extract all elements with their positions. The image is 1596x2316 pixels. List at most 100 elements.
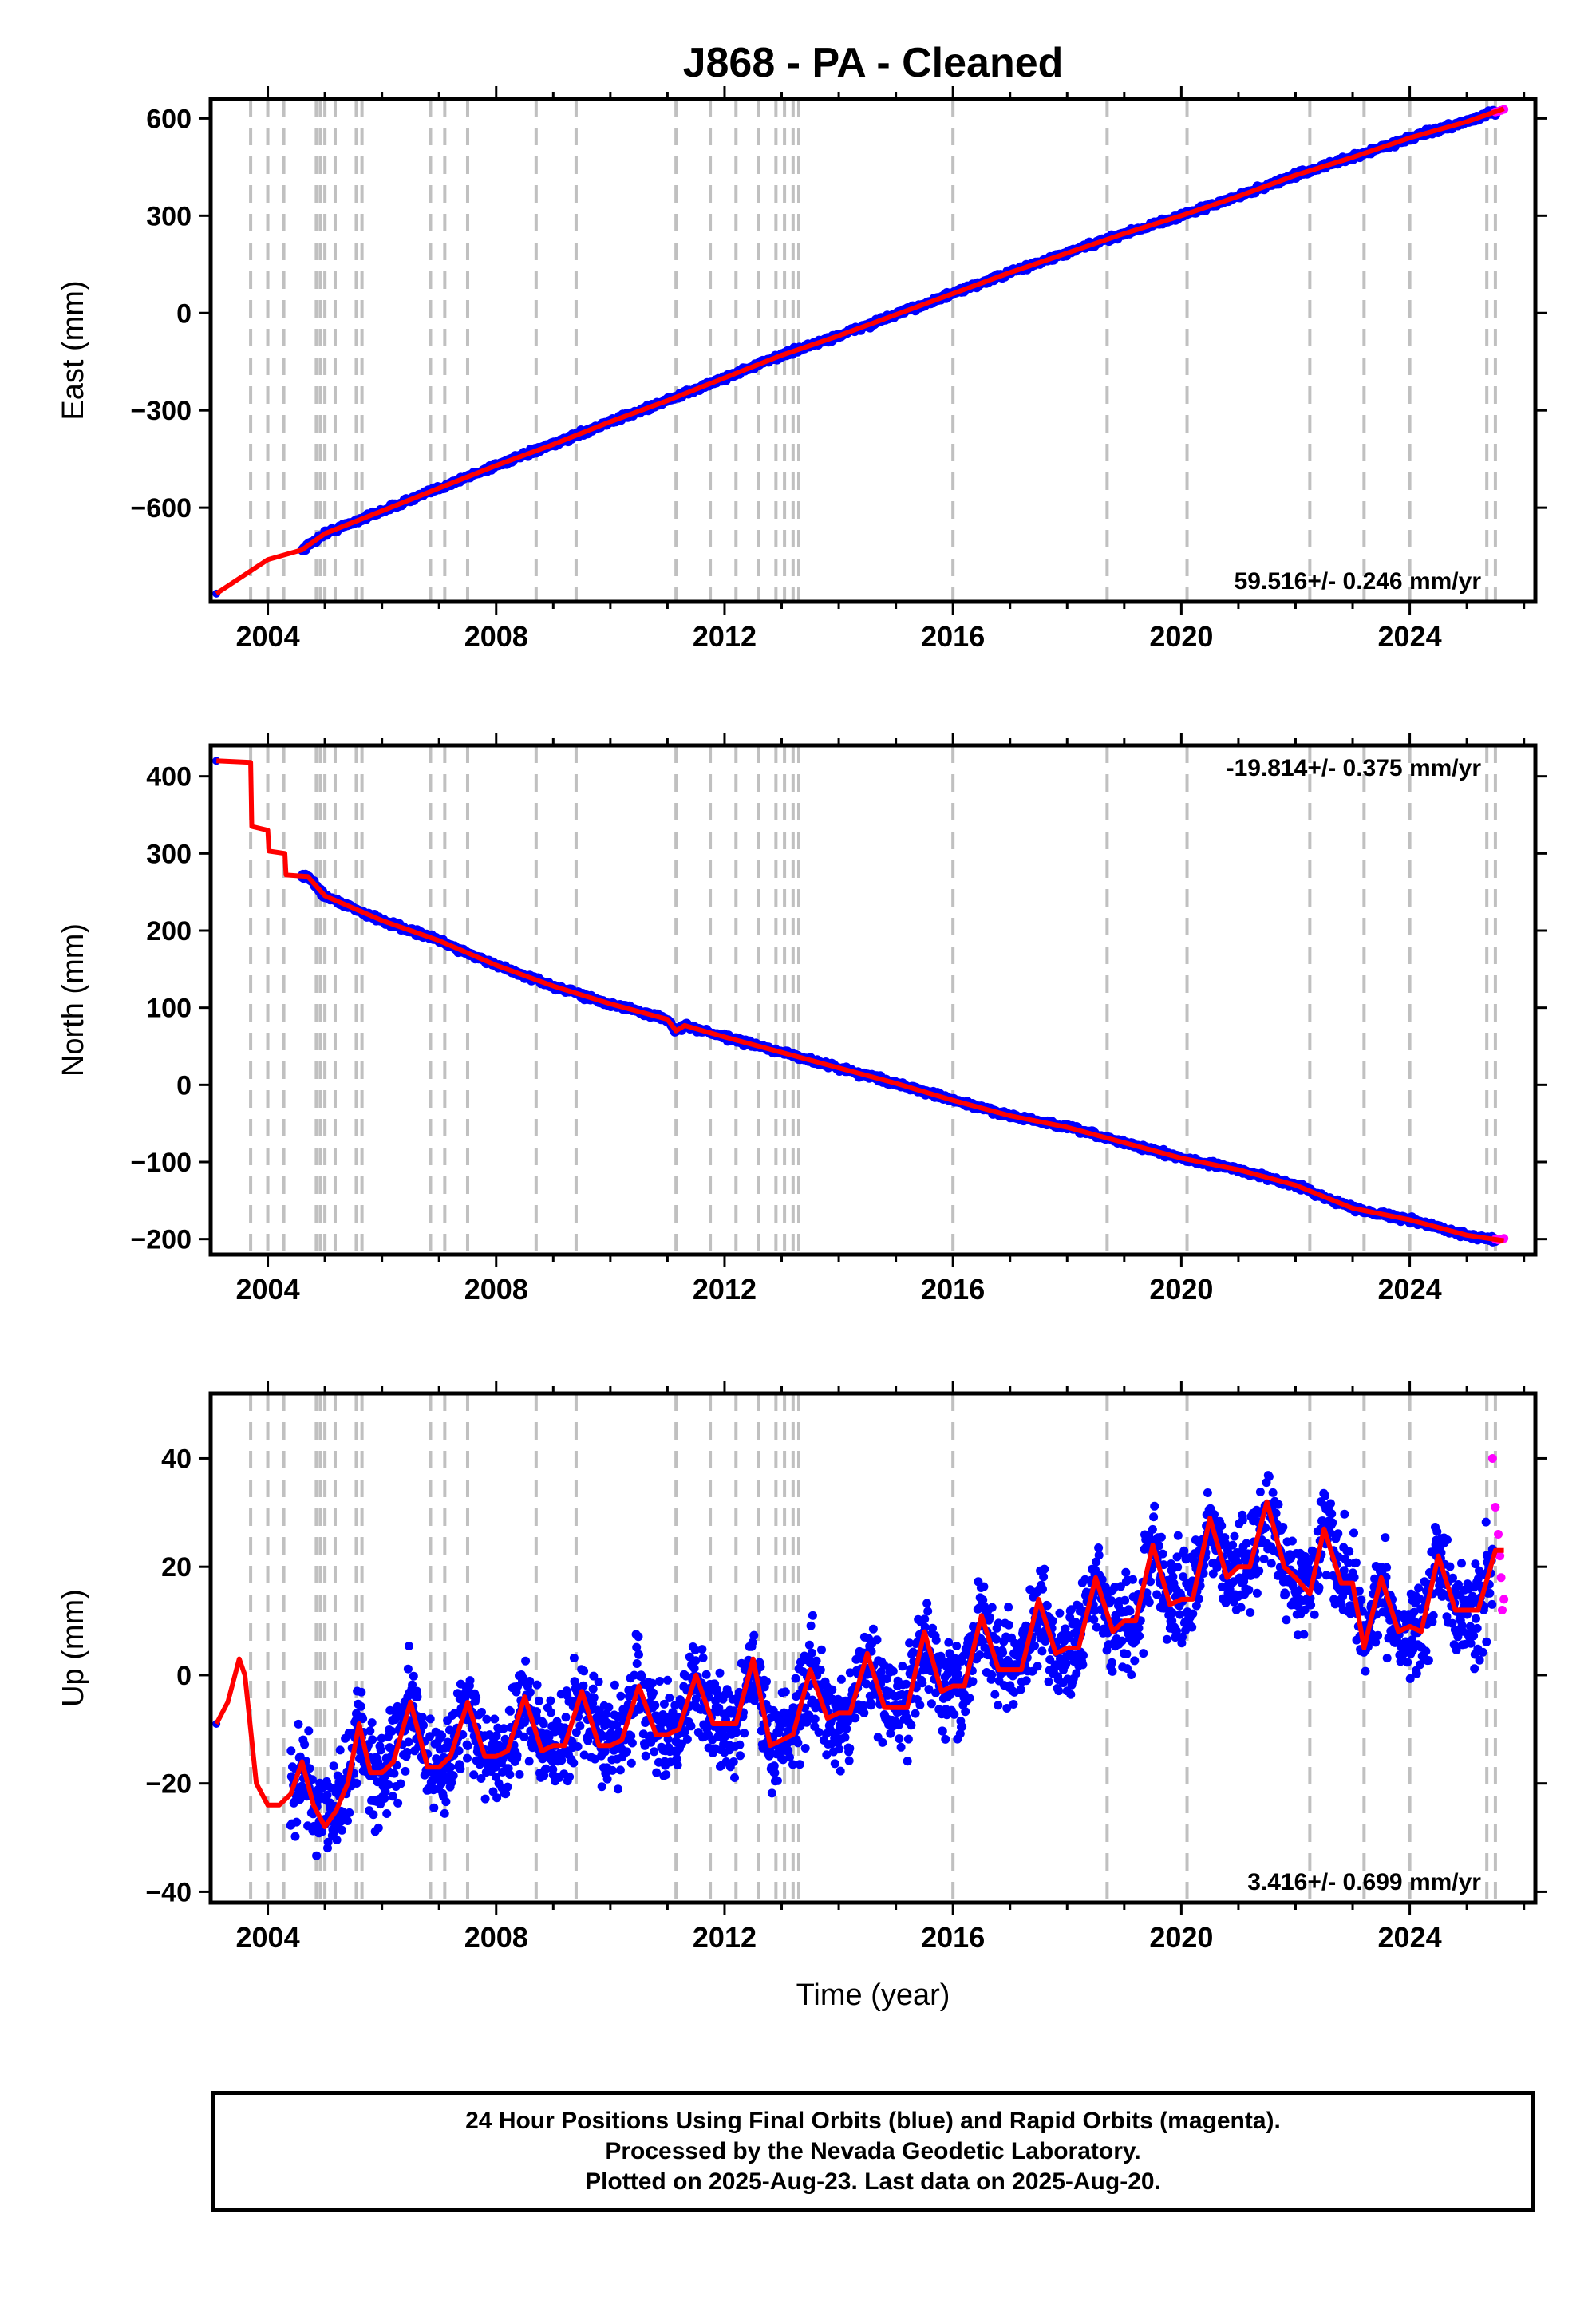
data-point — [465, 1676, 475, 1686]
data-point — [903, 1734, 913, 1744]
data-point — [698, 1653, 708, 1662]
data-point — [918, 1678, 927, 1688]
data-point — [304, 1726, 314, 1736]
data-point — [405, 1642, 413, 1650]
data-point — [382, 1809, 392, 1818]
data-point — [867, 1701, 875, 1710]
data-point — [915, 1701, 925, 1709]
data-point — [1150, 1501, 1159, 1511]
panel-frame — [208, 743, 1538, 1257]
data-point — [1094, 1543, 1104, 1552]
data-point — [561, 1713, 571, 1722]
plot-area — [212, 1393, 1509, 1903]
data-point — [958, 1722, 967, 1732]
data-point — [403, 1664, 413, 1674]
data-point — [994, 1618, 1003, 1628]
data-point — [429, 1803, 439, 1812]
data-point — [961, 1707, 970, 1717]
data-point — [998, 1648, 1008, 1658]
data-point — [928, 1623, 937, 1633]
data-point — [541, 1764, 551, 1773]
plot-area — [212, 99, 1509, 602]
data-point — [1065, 1613, 1075, 1622]
data-point — [477, 1708, 486, 1717]
data-point — [955, 1729, 965, 1738]
y-tick-label: 0 — [176, 1070, 192, 1101]
data-point — [979, 1582, 989, 1591]
data-point — [690, 1646, 700, 1655]
data-point — [944, 1638, 954, 1647]
data-point — [859, 1701, 868, 1710]
figure-title: J868 - PA - Cleaned — [683, 40, 1064, 86]
data-point — [968, 1677, 978, 1686]
data-point — [788, 1760, 797, 1769]
data-point — [681, 1727, 689, 1737]
data-point — [521, 1656, 531, 1666]
data-point — [1134, 1623, 1144, 1633]
y-tick-label: 100 — [146, 994, 192, 1024]
data-point — [652, 1768, 662, 1777]
data-point — [1120, 1595, 1130, 1605]
data-point — [1039, 1572, 1049, 1582]
x-tick-label: 2024 — [1378, 620, 1442, 653]
data-point — [655, 1677, 665, 1686]
data-point — [294, 1719, 303, 1729]
data-point — [532, 1707, 541, 1717]
data-point — [647, 1678, 657, 1688]
data-point — [413, 1692, 422, 1701]
data-point — [482, 1714, 492, 1724]
data-point — [472, 1693, 481, 1702]
data-point — [872, 1635, 882, 1645]
data-point — [1179, 1546, 1189, 1555]
y-axis-label: East (mm) — [57, 280, 90, 420]
data-point — [505, 1706, 515, 1716]
data-point — [505, 1770, 515, 1779]
data-point — [300, 1740, 310, 1749]
data-point — [896, 1742, 906, 1752]
data-point — [569, 1654, 579, 1662]
data-point — [650, 1747, 659, 1757]
data-point — [454, 1746, 464, 1756]
data-point — [830, 1759, 839, 1769]
y-tick-label: 300 — [146, 839, 192, 869]
data-point — [401, 1766, 410, 1776]
data-point — [1030, 1641, 1040, 1650]
data-point — [898, 1662, 907, 1671]
x-tick-label: 2020 — [1149, 620, 1213, 653]
data-point — [806, 1621, 816, 1630]
data-point — [817, 1645, 826, 1654]
data-point — [1092, 1557, 1101, 1567]
data-point — [990, 1690, 1000, 1699]
data-point — [396, 1779, 405, 1788]
data-point — [1064, 1634, 1073, 1642]
data-point — [1123, 1664, 1132, 1674]
data-point — [609, 1745, 618, 1755]
data-point — [368, 1735, 377, 1745]
data-point — [682, 1734, 692, 1744]
data-point — [931, 1635, 941, 1645]
x-tick-label: 2024 — [1378, 1273, 1442, 1306]
data-point — [579, 1681, 588, 1690]
data-point — [1079, 1650, 1088, 1660]
data-point — [602, 1709, 611, 1719]
data-point — [1127, 1670, 1136, 1679]
data-point — [1108, 1666, 1117, 1676]
data-point — [571, 1728, 581, 1737]
data-point — [691, 1656, 701, 1666]
data-point — [836, 1674, 846, 1684]
y-tick-label: 200 — [146, 916, 192, 947]
data-point — [329, 1761, 338, 1771]
data-point — [492, 1731, 501, 1741]
data-point — [380, 1794, 389, 1803]
data-point — [456, 1765, 465, 1773]
data-point — [756, 1662, 765, 1672]
data-point — [952, 1663, 962, 1672]
data-point — [404, 1737, 413, 1747]
data-point — [524, 1757, 534, 1766]
data-point — [1016, 1685, 1025, 1694]
data-point — [589, 1671, 598, 1681]
data-point — [519, 1732, 529, 1741]
data-point — [987, 1603, 997, 1612]
data-point — [807, 1648, 816, 1658]
